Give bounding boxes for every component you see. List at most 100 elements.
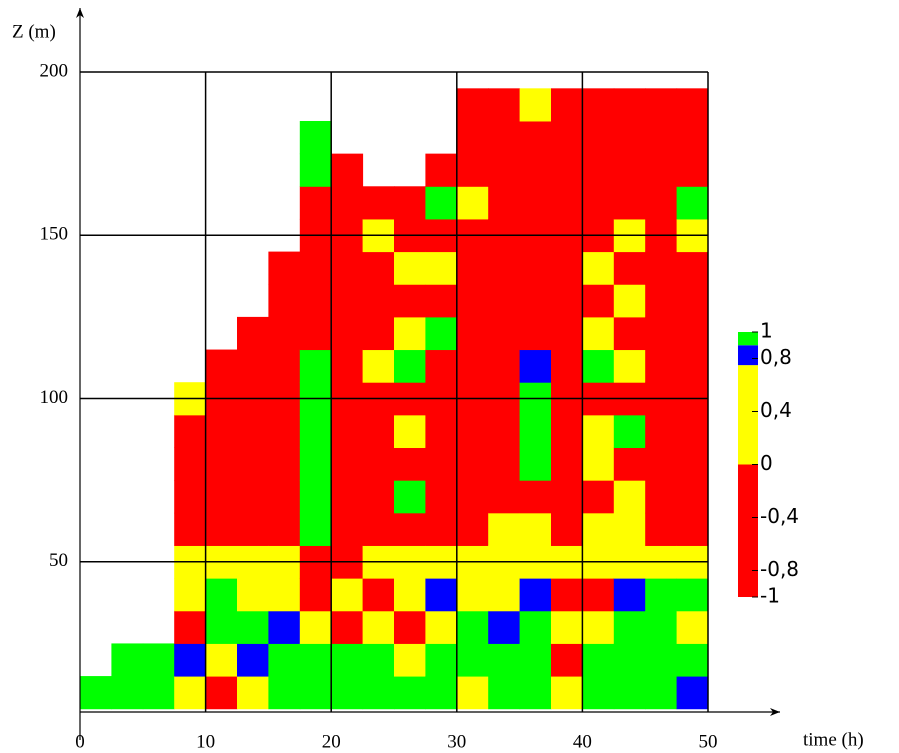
colorbar-segment bbox=[738, 464, 758, 597]
cell bbox=[676, 251, 709, 285]
cell bbox=[425, 186, 458, 220]
cell bbox=[676, 284, 709, 318]
cell bbox=[488, 88, 521, 122]
cell bbox=[582, 480, 615, 514]
y-tick-label: 200 bbox=[40, 60, 69, 81]
cell bbox=[613, 88, 646, 122]
cell bbox=[174, 578, 207, 612]
cell bbox=[331, 480, 364, 514]
cell bbox=[676, 120, 709, 155]
cell bbox=[676, 480, 709, 514]
cell bbox=[551, 153, 583, 187]
cell bbox=[425, 480, 458, 514]
cell bbox=[551, 88, 583, 122]
cell bbox=[205, 480, 238, 514]
cell bbox=[331, 284, 364, 318]
cell bbox=[456, 676, 489, 710]
cell bbox=[551, 186, 583, 220]
cell bbox=[237, 610, 269, 644]
cell bbox=[456, 316, 489, 351]
cell bbox=[613, 676, 646, 710]
cell bbox=[394, 447, 426, 481]
cell bbox=[394, 643, 426, 677]
cell bbox=[362, 447, 395, 481]
x-arrow bbox=[770, 708, 780, 716]
cell bbox=[488, 578, 521, 612]
colorbar-segment bbox=[738, 345, 758, 366]
cell bbox=[488, 349, 521, 383]
y-tick-label: 100 bbox=[40, 387, 69, 408]
cell bbox=[362, 284, 395, 318]
cell bbox=[362, 186, 395, 220]
cell bbox=[551, 284, 583, 318]
cell bbox=[551, 643, 583, 677]
field bbox=[80, 88, 709, 710]
cell bbox=[551, 251, 583, 285]
cell bbox=[676, 88, 709, 122]
cell bbox=[551, 512, 583, 546]
cell bbox=[519, 414, 552, 449]
cell bbox=[331, 251, 364, 285]
cell bbox=[425, 578, 458, 612]
cell bbox=[645, 447, 678, 481]
cell bbox=[613, 447, 646, 481]
cell bbox=[613, 480, 646, 514]
cell bbox=[456, 349, 489, 383]
cell bbox=[237, 349, 269, 383]
y-arrow bbox=[76, 8, 84, 18]
cell bbox=[237, 447, 269, 481]
cell bbox=[456, 447, 489, 481]
cell bbox=[299, 643, 332, 677]
cell bbox=[331, 676, 364, 710]
cell bbox=[425, 349, 458, 383]
cell bbox=[205, 349, 238, 383]
cell bbox=[582, 610, 615, 644]
cell bbox=[425, 284, 458, 318]
cell bbox=[174, 447, 207, 481]
cell bbox=[174, 643, 207, 677]
cell bbox=[488, 153, 521, 187]
colorbar: 10,8 0,4 0 -0,4 -0,8 -1 bbox=[738, 319, 799, 608]
cell bbox=[582, 316, 615, 351]
cell bbox=[299, 349, 332, 383]
colorbar-tick-label: 0,8 bbox=[760, 345, 792, 369]
cell bbox=[551, 480, 583, 514]
cell bbox=[582, 349, 615, 383]
cell bbox=[331, 512, 364, 546]
cell bbox=[519, 447, 552, 481]
cell bbox=[551, 578, 583, 612]
colorbar-segment bbox=[738, 332, 758, 346]
cell bbox=[299, 316, 332, 351]
cell bbox=[582, 186, 615, 220]
cell bbox=[456, 643, 489, 677]
cell bbox=[645, 643, 678, 677]
cell bbox=[613, 120, 646, 155]
cell bbox=[676, 414, 709, 449]
cell bbox=[488, 643, 521, 677]
cell bbox=[205, 512, 238, 546]
cell bbox=[456, 414, 489, 449]
cell bbox=[394, 251, 426, 285]
cell bbox=[362, 676, 395, 710]
cell bbox=[582, 251, 615, 285]
cell bbox=[613, 251, 646, 285]
cell bbox=[362, 316, 395, 351]
cell bbox=[645, 120, 678, 155]
cell bbox=[582, 512, 615, 546]
cell bbox=[456, 88, 489, 122]
x-tick-label: 30 bbox=[447, 731, 466, 752]
cell bbox=[645, 512, 678, 546]
cell bbox=[456, 153, 489, 187]
cell bbox=[394, 676, 426, 710]
cell bbox=[362, 349, 395, 383]
cell bbox=[519, 512, 552, 546]
cell bbox=[519, 578, 552, 612]
cell bbox=[268, 414, 301, 449]
cell bbox=[425, 512, 458, 546]
cell bbox=[519, 251, 552, 285]
cell bbox=[519, 643, 552, 677]
colorbar-tick-label: -0,8 bbox=[760, 557, 799, 581]
cell bbox=[613, 316, 646, 351]
x-axis-label: time (h) bbox=[803, 729, 864, 750]
